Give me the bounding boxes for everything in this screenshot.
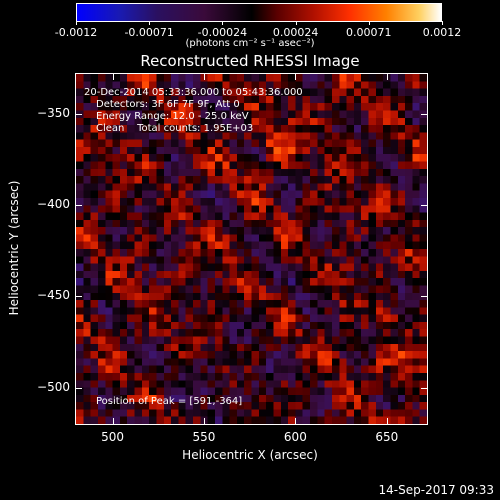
colorbar-tick-mark — [295, 21, 297, 25]
x-tick-label: 500 — [101, 430, 125, 444]
y-tick-mark — [76, 296, 82, 298]
plot-area: 20-Dec-2014 05:33:36.000 to 05:43:36.000… — [75, 73, 428, 425]
x-axis-label: Heliocentric X (arcsec) — [182, 448, 318, 462]
annotation-energy: Energy Range: 12.0 - 25.0 keV — [96, 111, 249, 122]
colorbar-tick-label: -0.00024 — [197, 26, 248, 39]
y-tick-label: −500 — [37, 379, 70, 394]
y-tick-label: −450 — [37, 288, 70, 303]
x-tick-mark — [203, 418, 205, 424]
colorbar-tick-label: 0.00024 — [272, 26, 319, 39]
timestamp: 14-Sep-2017 09:33 — [378, 483, 494, 497]
annotation-time-range: 20-Dec-2014 05:33:36.000 to 05:43:36.000 — [84, 87, 303, 98]
colorbar-tick-mark — [149, 21, 151, 25]
x-tick-label: 550 — [192, 430, 216, 444]
colorbar-tick-mark — [442, 21, 443, 25]
x-tick-label: 650 — [375, 430, 399, 444]
heatmap-image — [76, 74, 427, 424]
y-tick-mark — [421, 114, 427, 116]
x-tick-mark — [386, 74, 388, 80]
chart-title: Reconstructed RHESSI Image — [140, 52, 360, 70]
x-tick-mark — [112, 418, 114, 424]
x-tick-mark — [295, 74, 297, 80]
y-axis-label: Heliocentric Y (arcsec) — [7, 180, 21, 316]
y-tick-mark — [76, 114, 82, 116]
colorbar-tick-mark — [368, 21, 370, 25]
y-tick-label: −350 — [37, 106, 70, 121]
y-tick-mark — [76, 205, 82, 207]
x-tick-mark — [203, 74, 205, 80]
x-tick-label: 600 — [283, 430, 307, 444]
colorbar-unit: (photons cm⁻² s⁻¹ asec⁻²) — [185, 38, 315, 49]
colorbar — [76, 3, 442, 22]
colorbar-tick-label: 0.0012 — [422, 26, 462, 39]
y-tick-mark — [421, 296, 427, 298]
annotation-peak: Position of Peak = [591,-364] — [96, 396, 243, 407]
colorbar-tick-label: -0.0012 — [54, 26, 98, 39]
y-tick-mark — [76, 387, 82, 389]
annotation-method: Clean Total counts: 1.95E+03 — [96, 123, 254, 134]
colorbar-tick-mark — [76, 21, 77, 25]
annotation-detectors: Detectors: 3F 6F 7F 9F, Att 0 — [96, 99, 240, 110]
y-tick-mark — [421, 205, 427, 207]
x-tick-mark — [386, 418, 388, 424]
x-tick-mark — [112, 74, 114, 80]
x-tick-mark — [295, 418, 297, 424]
y-tick-mark — [421, 387, 427, 389]
colorbar-tick-label: -0.00071 — [124, 26, 174, 39]
y-tick-label: −400 — [37, 197, 70, 212]
colorbar-tick-label: 0.00071 — [346, 26, 392, 39]
colorbar-tick-mark — [222, 21, 224, 25]
